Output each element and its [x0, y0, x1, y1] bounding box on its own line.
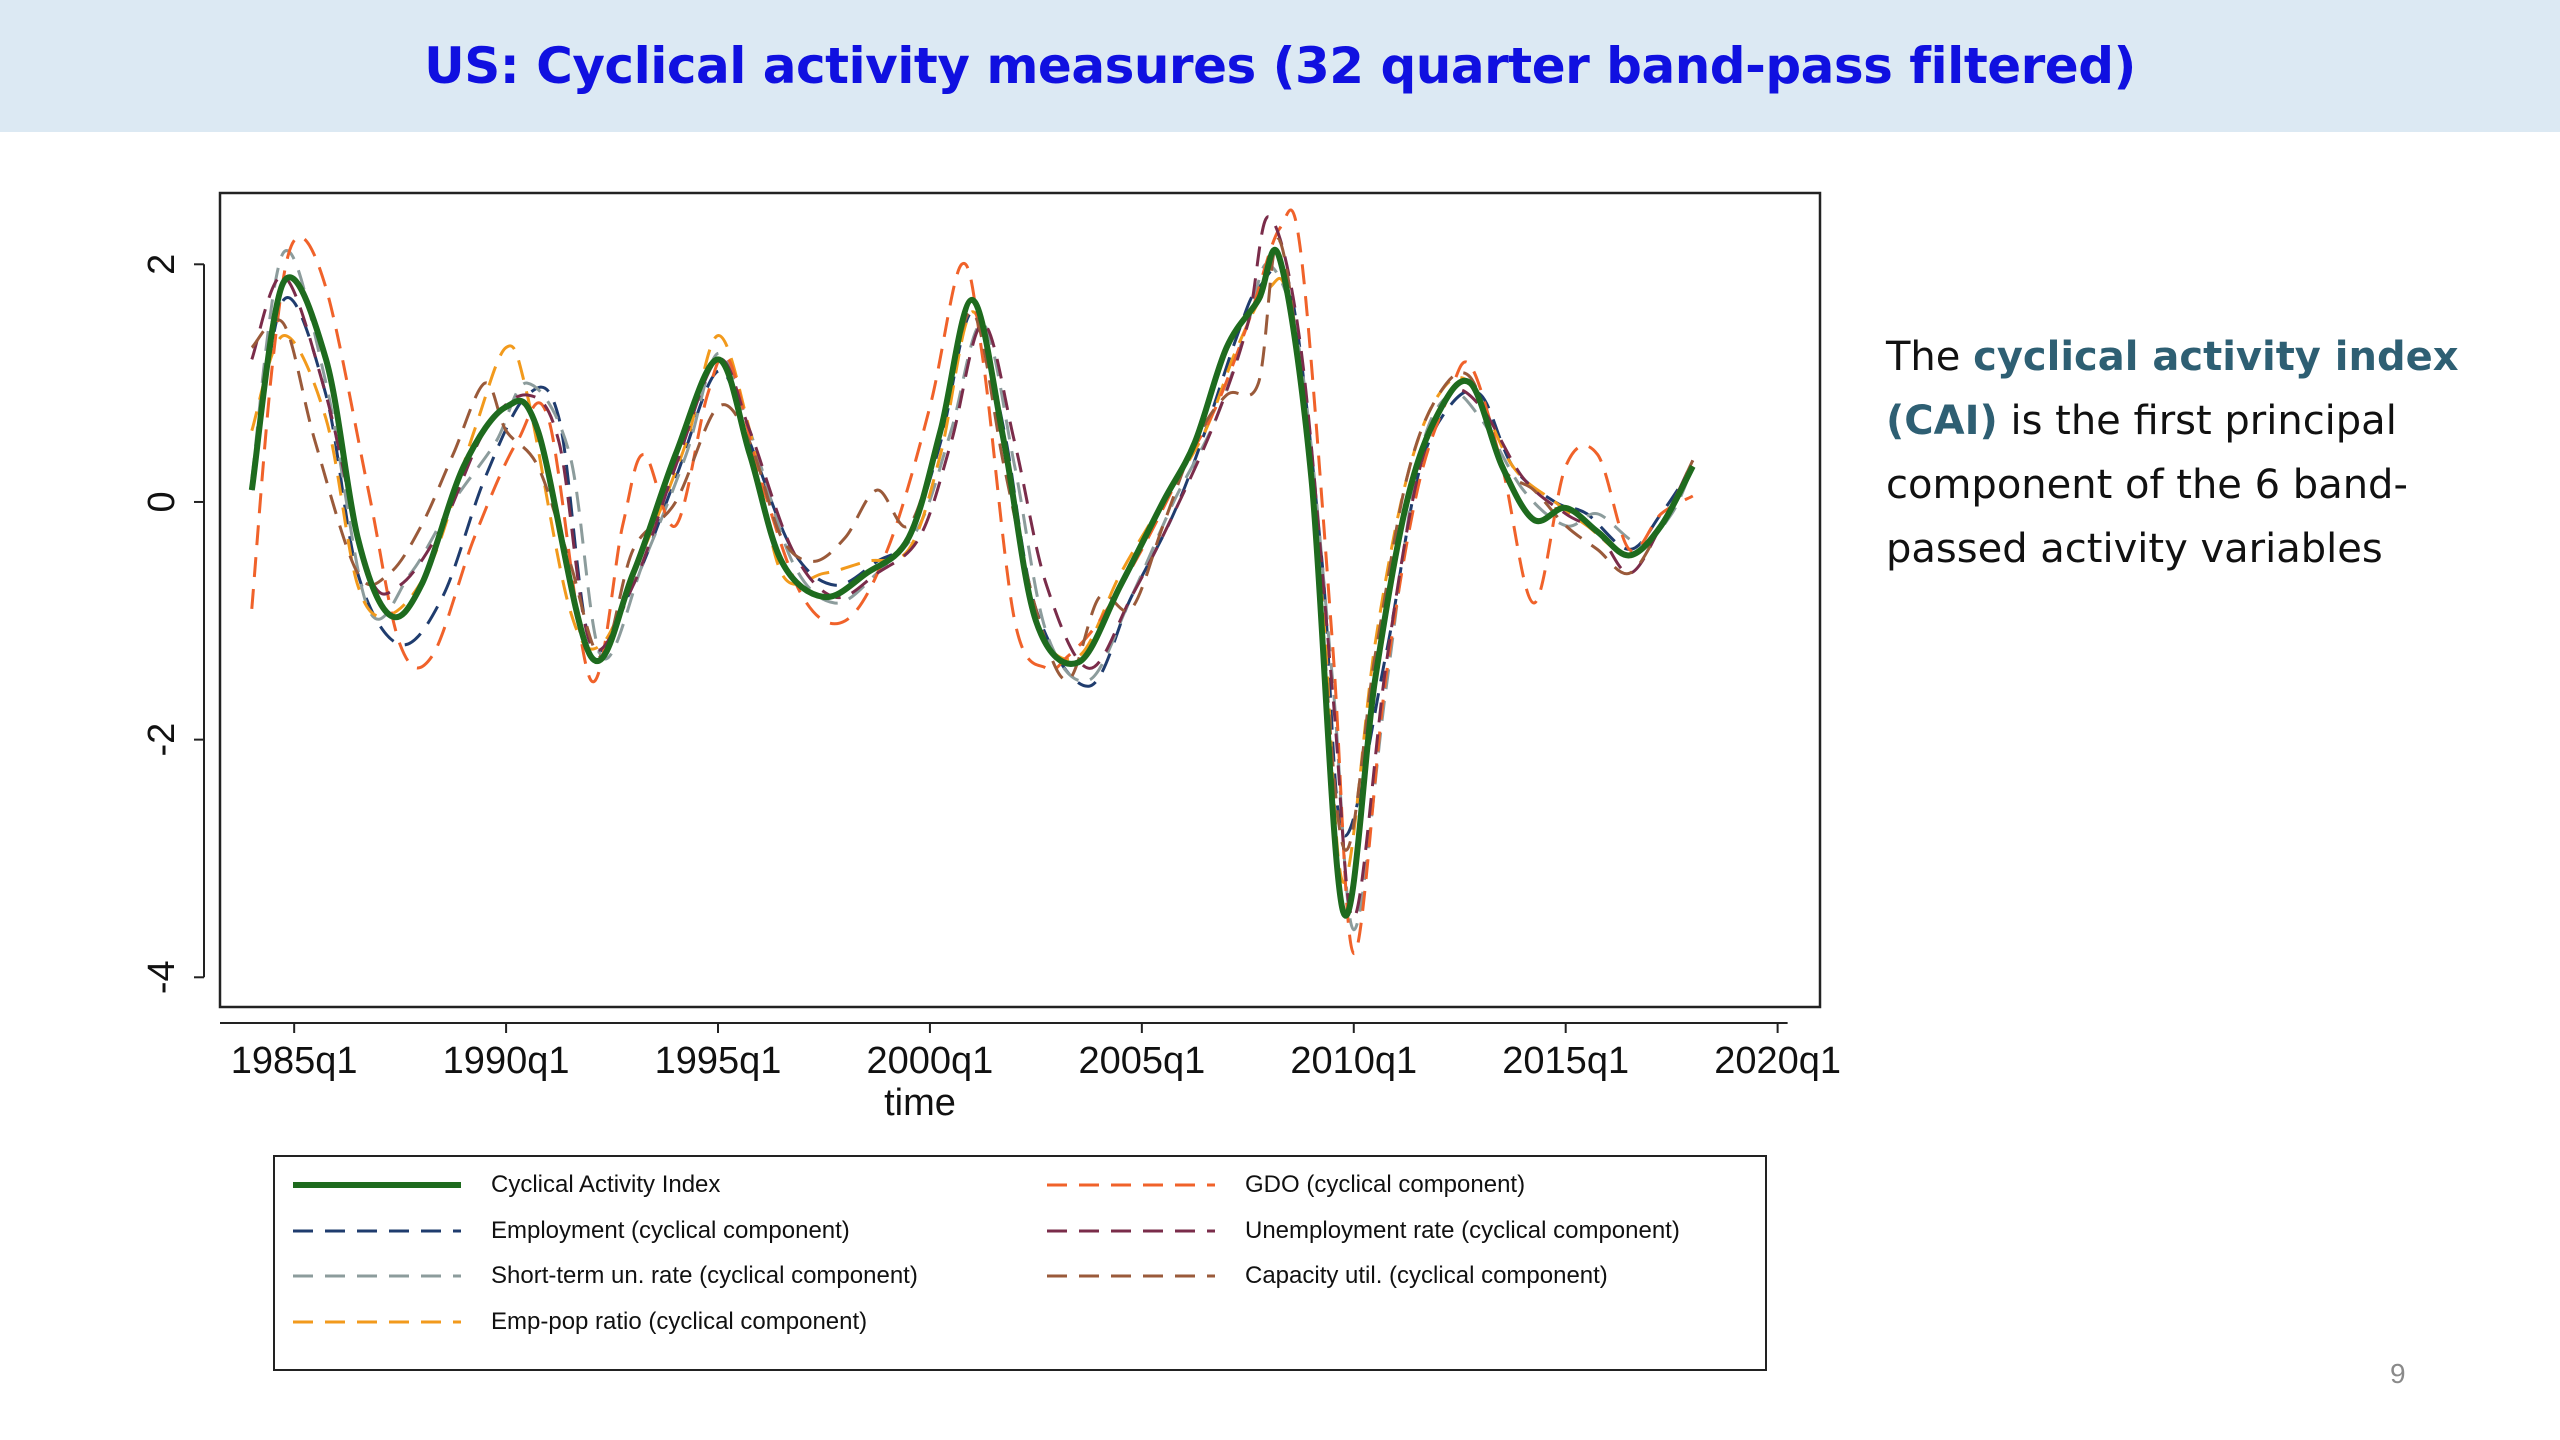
legend-item: Emp-pop ratio (cyclical component) [293, 1302, 867, 1342]
x-tick-label: 1990q1 [443, 1040, 570, 1082]
legend-label: GDO (cyclical component) [1245, 1171, 1526, 1198]
title-bar: US: Cyclical activity measures (32 quart… [0, 0, 2560, 132]
x-axis-label: time [884, 1082, 956, 1124]
legend-item: Short-term un. rate (cyclical component) [293, 1256, 918, 1296]
x-tick-label: 1985q1 [231, 1040, 358, 1082]
x-tick-label: 2015q1 [1502, 1040, 1629, 1082]
x-tick-label: 1995q1 [655, 1040, 782, 1082]
x-tick-label: 2000q1 [867, 1040, 994, 1082]
legend-label: Employment (cyclical component) [491, 1216, 850, 1244]
y-tick-label: 2 [141, 254, 183, 275]
series-line-unemployment-rate-cyclical-component [250, 215, 1695, 920]
legend-item: Cyclical Activity Index [293, 1165, 720, 1205]
legend-swatch [293, 1274, 461, 1278]
page-number: 9 [2390, 1358, 2406, 1389]
legend-label: Short-term un. rate (cyclical component) [491, 1262, 918, 1289]
legend-label: Emp-pop ratio (cyclical component) [491, 1307, 868, 1335]
x-tick-label: 2005q1 [1078, 1040, 1205, 1082]
chart: 1985q1 1990q1 1995q1 2000q1 2005q1 2010q1 2015… [141, 191, 1841, 1124]
legend-swatch [1047, 1183, 1215, 1187]
x-tick-label: 2010q1 [1290, 1040, 1417, 1082]
legend-swatch [1047, 1229, 1215, 1232]
legend-label: Unemployment rate (cyclical component) [1245, 1216, 1680, 1244]
side-text-prefix: The [1886, 334, 1974, 380]
legend-swatch [293, 1229, 461, 1232]
legend-item: Unemployment rate (cyclical component) [1047, 1211, 1680, 1251]
x-tick-label: 2020q1 [1714, 1040, 1841, 1082]
side-text-highlight: cyclical activity index (CAI) [1886, 334, 2459, 444]
legend-swatch [1047, 1274, 1215, 1278]
side-text: The cyclical activity index (CAI) is the… [1886, 325, 2506, 581]
y-tick-label: -2 [141, 723, 183, 757]
series-line-short-term-un-rate-cyclical-component [250, 249, 1695, 932]
legend-swatch [293, 1182, 461, 1188]
legend-item: Employment (cyclical component) [293, 1211, 850, 1251]
y-tick-label: -4 [141, 960, 183, 994]
series-line-gdo-cyclical-component [250, 208, 1694, 956]
series-line-employment-cyclical-component [250, 264, 1695, 838]
y-tick-label: 0 [141, 491, 183, 512]
legend-item: Capacity util. (cyclical component) [1047, 1256, 1608, 1296]
chart-legend: Cyclical Activity Index Employment (cycli… [273, 1155, 1767, 1371]
side-text-suffix: is the first principal component of the … [1886, 398, 2408, 572]
legend-label: Cyclical Activity Index [491, 1171, 721, 1198]
plot-frame [218, 191, 1822, 1009]
slide-title: US: Cyclical activity measures (32 quart… [424, 37, 2136, 95]
legend-swatch [293, 1320, 461, 1323]
legend-item: GDO (cyclical component) [1047, 1165, 1525, 1205]
legend-label: Capacity util. (cyclical component) [1245, 1262, 1608, 1289]
series-line-cyclical-activity-index [248, 246, 1696, 919]
